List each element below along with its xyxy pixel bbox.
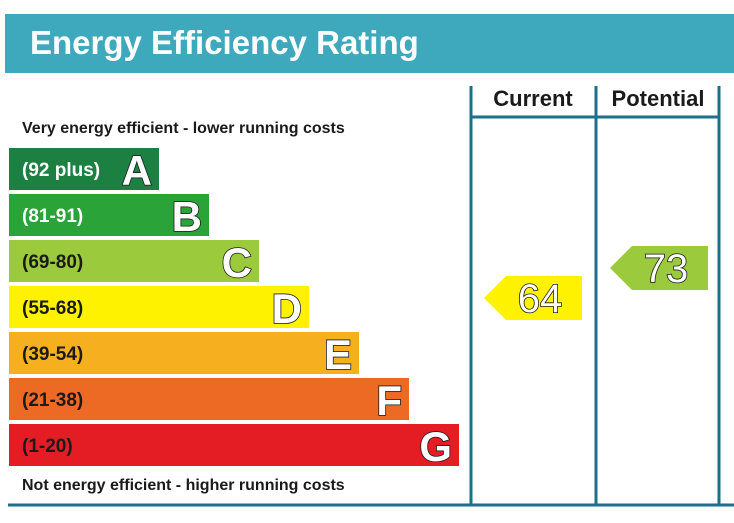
potential-column-header: Potential <box>612 86 705 111</box>
band-letter: B <box>172 193 202 240</box>
page-title: Energy Efficiency Rating <box>30 24 419 61</box>
band-letter: A <box>122 147 152 194</box>
band-letter: F <box>376 377 402 424</box>
current-rating-arrow-shape <box>484 276 582 320</box>
band-range-label: (1-20) <box>22 436 73 457</box>
bottom-note: Not energy efficient - higher running co… <box>22 477 345 494</box>
band-letter: C <box>222 239 252 286</box>
band-c: (69-80) C <box>9 238 259 287</box>
band-bar-a <box>9 148 159 190</box>
band-bar-c <box>9 240 259 282</box>
band-g: (1-20) G <box>9 422 459 471</box>
band-bar-f <box>9 378 409 420</box>
band-letter: D <box>272 285 302 332</box>
potential-rating-arrow-shape <box>610 246 708 290</box>
band-e: (39-54) E <box>9 330 359 379</box>
band-bar-b <box>9 194 209 236</box>
potential-rating-arrow-value: 73 <box>644 247 689 291</box>
band-range-label: (69-80) <box>22 252 83 273</box>
band-bar-g <box>9 424 459 466</box>
top-note: Very energy efficient - lower running co… <box>22 120 345 137</box>
header-banner: Energy Efficiency Rating <box>5 14 734 73</box>
band-f: (21-38) F <box>9 376 409 425</box>
current-column-header: Current <box>493 86 573 111</box>
rating-arrows: 64 73 <box>484 246 708 322</box>
potential-rating-arrow: 73 <box>610 246 708 292</box>
band-letter: E <box>324 331 352 378</box>
band-d: (55-68) D <box>9 284 309 333</box>
band-bar-e <box>9 332 359 374</box>
rating-bands: (92 plus) A(81-91) B(69-80) C(55-68) D(39-54… <box>9 146 459 471</box>
band-bar-d <box>9 286 309 328</box>
band-range-label: (21-38) <box>22 390 83 411</box>
chart-frame <box>8 86 734 507</box>
band-range-label: (39-54) <box>22 344 83 365</box>
band-range-label: (55-68) <box>22 298 83 319</box>
band-range-label: (92 plus) <box>22 160 100 181</box>
band-range-label: (81-91) <box>22 206 83 227</box>
band-letter: G <box>419 423 452 470</box>
band-a: (92 plus) A <box>9 146 159 195</box>
current-rating-arrow: 64 <box>484 276 582 322</box>
current-rating-arrow-value: 64 <box>518 277 563 321</box>
band-b: (81-91) B <box>9 192 209 241</box>
